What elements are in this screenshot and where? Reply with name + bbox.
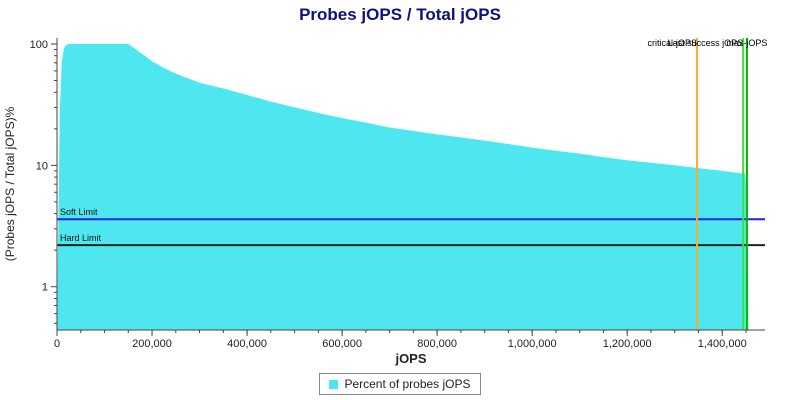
x-tick-label: 400,000 (227, 338, 267, 350)
legend-swatch-icon (329, 379, 339, 389)
y-axis-label: (Probes jOPS / Total jOPS)% (3, 106, 17, 261)
x-tick-label: 800,000 (417, 338, 457, 350)
x-axis-label: jOPS (394, 351, 426, 366)
chart-title: Probes jOPS / Total jOPS (299, 5, 501, 24)
hard-limit-label: Hard Limit (60, 233, 102, 243)
x-tick-label: 200,000 (132, 338, 172, 350)
critical-jops-label: critical-jOPS (648, 38, 698, 48)
x-tick-label: 1,000,000 (508, 338, 557, 350)
x-tick-label: 1,400,000 (698, 338, 747, 350)
legend-box: Percent of probes jOPS (319, 373, 481, 395)
x-tick-label: 600,000 (322, 338, 362, 350)
y-tick-label: 1 (42, 282, 48, 294)
legend: Percent of probes jOPS (0, 373, 800, 395)
legend-item-label: Percent of probes jOPS (344, 377, 471, 391)
max-jops-label: max-jOPS (726, 38, 767, 48)
last-success-jops-label: Last success jOPS (668, 38, 744, 48)
y-tick-label: 100 (30, 39, 48, 51)
x-tick-label: 1,200,000 (603, 338, 652, 350)
area-series (57, 44, 749, 330)
x-tick-label: 0 (54, 338, 60, 350)
soft-limit-label: Soft Limit (60, 207, 98, 217)
y-tick-label: 10 (36, 160, 48, 172)
